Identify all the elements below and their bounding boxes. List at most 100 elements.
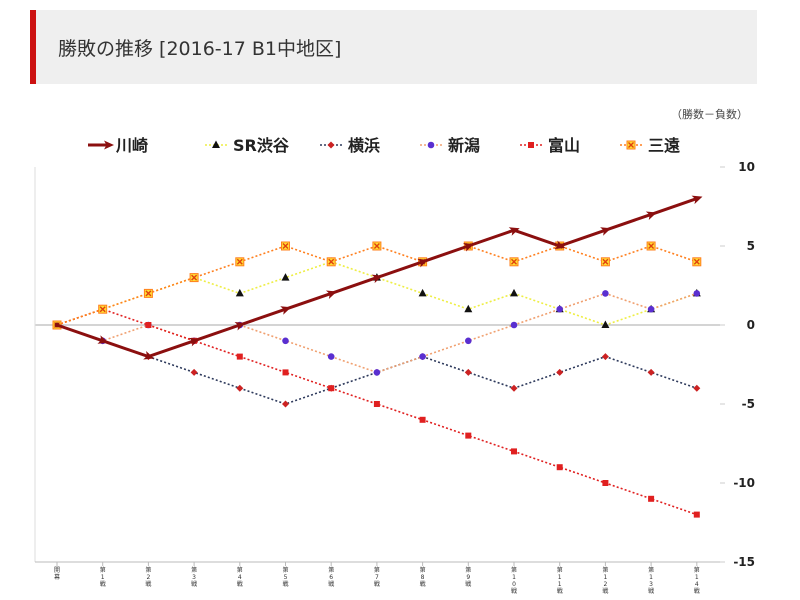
legend-item: 三遠	[620, 136, 680, 155]
data-point	[464, 304, 473, 313]
data-point	[692, 257, 702, 267]
legend-item: 横浜	[320, 136, 380, 155]
data-point	[235, 257, 245, 267]
series-4	[54, 306, 700, 518]
data-point	[372, 241, 382, 251]
data-point	[98, 304, 108, 314]
data-point	[511, 448, 517, 455]
legend-label: 新潟	[448, 136, 480, 155]
data-point	[510, 321, 518, 329]
data-point	[693, 290, 701, 297]
data-point	[419, 416, 426, 423]
chart-header: 勝敗の推移 [2016-17 B1中地区]	[30, 10, 757, 84]
data-point	[556, 368, 564, 376]
series-line	[56, 260, 698, 326]
data-point	[418, 288, 427, 297]
legend-label: 三遠	[648, 136, 680, 155]
data-point	[234, 322, 246, 331]
series-line	[56, 308, 698, 516]
series-line	[56, 324, 698, 405]
series-5	[52, 241, 702, 330]
legend-marker	[104, 140, 114, 150]
data-point	[647, 368, 655, 376]
y-tick-label: 0	[747, 318, 755, 332]
series-line	[56, 245, 698, 326]
data-point	[648, 495, 655, 502]
y-tick-label: 10	[738, 160, 755, 174]
data-point	[54, 322, 60, 328]
data-point	[647, 305, 655, 313]
data-point	[282, 369, 289, 376]
data-point	[143, 351, 155, 360]
series-2	[53, 321, 701, 408]
legend-marker	[626, 140, 636, 150]
data-point	[691, 195, 703, 205]
data-point	[693, 384, 701, 392]
data-point	[509, 257, 519, 267]
data-point	[97, 335, 109, 344]
legend-label: SR渋谷	[233, 136, 290, 155]
data-point	[601, 353, 609, 361]
data-point	[236, 384, 244, 392]
y-tick-label: 5	[747, 239, 755, 253]
data-point	[373, 369, 381, 376]
legend: 川崎 SR渋谷 横浜 新潟 富山 三遠	[88, 136, 680, 155]
header-accent-bar	[30, 10, 36, 84]
data-point	[465, 432, 472, 439]
data-point	[510, 384, 518, 392]
data-point	[464, 368, 472, 376]
data-point	[282, 337, 289, 345]
data-point	[556, 464, 563, 471]
legend-item: SR渋谷	[205, 136, 290, 155]
data-point	[282, 400, 289, 408]
data-point	[188, 337, 200, 347]
data-point	[373, 401, 380, 407]
series-0	[56, 195, 703, 360]
data-point	[280, 306, 292, 315]
legend-item: 川崎	[88, 136, 148, 155]
data-point	[143, 288, 153, 298]
series-layer	[52, 195, 703, 518]
data-point	[419, 353, 426, 360]
series-line	[56, 292, 698, 374]
legend-marker	[427, 141, 435, 149]
legend-item: 新潟	[420, 136, 480, 155]
data-point	[235, 288, 244, 297]
y-tick-label: -5	[742, 397, 755, 411]
data-point	[281, 273, 290, 281]
data-point	[463, 243, 474, 252]
data-point	[600, 227, 612, 236]
x-tick-label: 開幕	[54, 567, 60, 581]
legend-label: 富山	[548, 136, 580, 155]
data-point	[600, 257, 610, 267]
data-point	[328, 385, 335, 392]
legend-marker	[528, 142, 534, 148]
series-3	[53, 290, 701, 376]
legend-item: 富山	[520, 136, 580, 155]
data-point	[465, 337, 472, 345]
data-point	[145, 322, 152, 328]
legend-label: 川崎	[115, 136, 148, 155]
data-point	[371, 274, 383, 284]
legend-label: 横浜	[348, 136, 380, 155]
data-point	[281, 241, 290, 251]
data-point	[556, 305, 563, 313]
data-point	[693, 511, 700, 518]
data-point	[236, 353, 243, 360]
data-point	[601, 320, 610, 328]
data-point	[326, 257, 336, 267]
